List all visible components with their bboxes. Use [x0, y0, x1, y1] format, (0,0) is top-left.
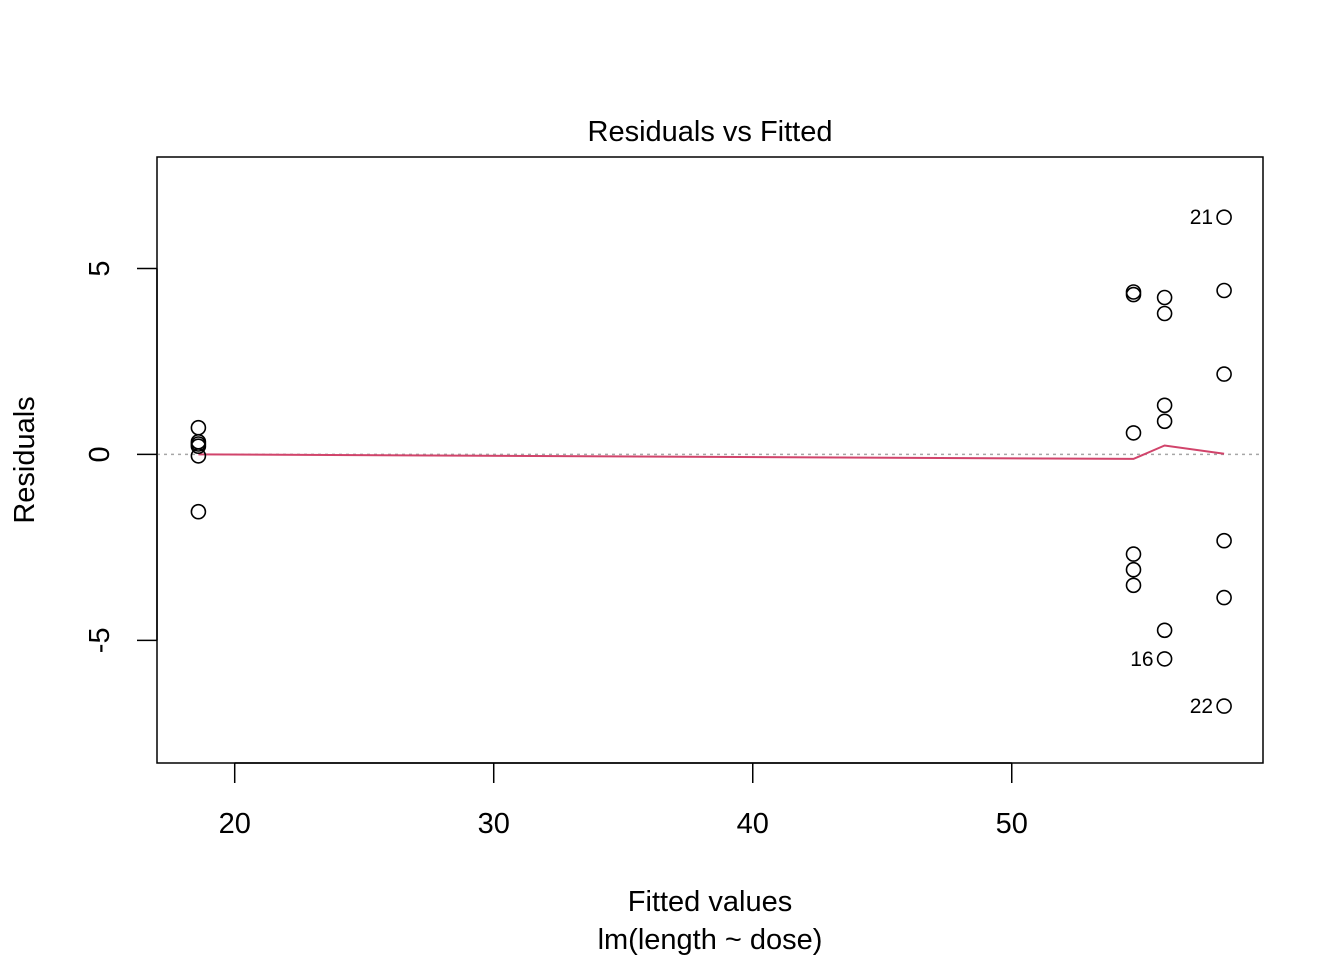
data-point	[1156, 413, 1173, 430]
data-point	[1216, 282, 1232, 299]
point-label: 21	[1190, 206, 1213, 229]
x-axis-label: Fitted values	[628, 886, 792, 918]
data-point	[1156, 305, 1173, 322]
x-tick-label: 50	[996, 808, 1028, 840]
points-layer	[190, 209, 1232, 714]
y-tick-label: 5	[84, 260, 116, 276]
data-point	[1216, 366, 1232, 382]
data-point	[1125, 425, 1142, 441]
x-tick-label: 40	[737, 808, 769, 840]
data-point	[1156, 622, 1173, 639]
y-tick-label: -5	[84, 627, 116, 653]
data-point	[1216, 532, 1232, 549]
data-point	[190, 503, 207, 520]
data-point	[1156, 397, 1173, 414]
x-tick-label: 20	[219, 808, 251, 840]
data-point	[190, 419, 207, 436]
x-axis: 20 30 40 50	[219, 762, 1028, 840]
data-point	[1125, 546, 1142, 562]
chart-title: Residuals vs Fitted	[588, 116, 833, 148]
data-point	[1216, 209, 1232, 225]
x-tick-label: 30	[478, 808, 510, 840]
y-tick-label: 0	[84, 446, 116, 462]
data-point	[1216, 589, 1232, 606]
point-label: 22	[1190, 695, 1213, 718]
point-label: 16	[1130, 648, 1153, 671]
plot-frame	[156, 156, 1264, 764]
y-axis-label: Residuals	[9, 396, 41, 523]
data-point	[1216, 698, 1232, 714]
data-point	[1156, 651, 1173, 667]
data-point	[1125, 577, 1142, 594]
data-point	[190, 448, 207, 464]
data-point	[1125, 561, 1142, 578]
smooth-line	[198, 444, 1225, 460]
data-point	[1125, 286, 1142, 303]
smooth-line-layer	[198, 444, 1225, 460]
y-axis: -5 0 5	[84, 260, 158, 653]
data-point	[190, 438, 207, 455]
data-point	[1156, 289, 1173, 306]
point-labels-layer: 16 21 22	[1130, 206, 1213, 718]
x-axis-sublabel: lm(length ~ dose)	[598, 924, 823, 956]
